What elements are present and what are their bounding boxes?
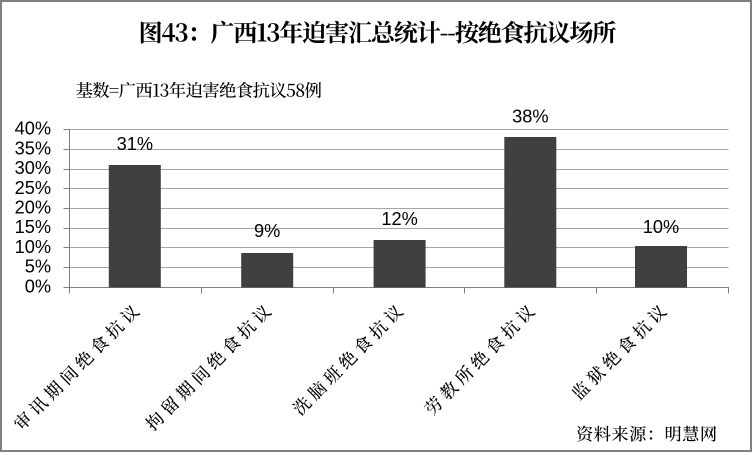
- svg-text:35%: 35%: [15, 138, 51, 158]
- svg-text:10%: 10%: [643, 217, 679, 237]
- svg-text:40%: 40%: [15, 119, 51, 139]
- svg-text:25%: 25%: [15, 178, 51, 198]
- svg-text:12%: 12%: [381, 209, 417, 229]
- svg-text:30%: 30%: [15, 158, 51, 178]
- svg-text:5%: 5%: [25, 257, 51, 277]
- svg-text:31%: 31%: [117, 134, 153, 154]
- svg-text:15%: 15%: [15, 217, 51, 237]
- svg-text:38%: 38%: [512, 107, 548, 127]
- svg-text:10%: 10%: [15, 237, 51, 257]
- svg-text:20%: 20%: [15, 198, 51, 218]
- svg-text:9%: 9%: [254, 221, 280, 241]
- svg-text:0%: 0%: [25, 276, 51, 296]
